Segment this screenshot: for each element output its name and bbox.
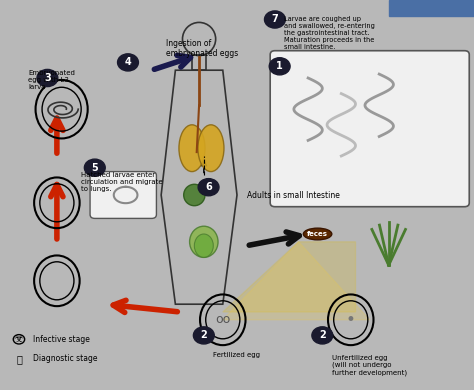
Text: 1: 1: [276, 61, 283, 71]
Ellipse shape: [303, 228, 332, 240]
Circle shape: [118, 54, 138, 71]
Text: Diagnostic stage: Diagnostic stage: [33, 354, 98, 363]
Polygon shape: [223, 242, 356, 312]
FancyBboxPatch shape: [270, 51, 469, 207]
Ellipse shape: [194, 234, 213, 257]
Text: 2: 2: [201, 330, 207, 340]
Circle shape: [84, 159, 105, 176]
Circle shape: [269, 58, 290, 75]
Text: Ingestion of
embryonated eggs: Ingestion of embryonated eggs: [166, 39, 238, 58]
Text: Embryonated
egg with L3
larva: Embryonated egg with L3 larva: [28, 70, 75, 90]
Ellipse shape: [198, 125, 224, 172]
Ellipse shape: [179, 125, 205, 172]
Ellipse shape: [183, 184, 205, 206]
Ellipse shape: [190, 226, 218, 257]
Text: Fertilized egg: Fertilized egg: [213, 352, 260, 358]
Text: •: •: [346, 311, 356, 329]
Circle shape: [264, 11, 285, 28]
Circle shape: [312, 327, 333, 344]
Polygon shape: [223, 242, 370, 320]
Text: oo: oo: [215, 313, 230, 326]
Text: Adults in small Intestine: Adults in small Intestine: [247, 190, 340, 200]
Text: Infective stage: Infective stage: [33, 335, 90, 344]
Text: Larvae are coughed up
and swallowed, re-entering
the gastrointestinal tract.
Mat: Larvae are coughed up and swallowed, re-…: [284, 16, 375, 50]
Text: 🐛: 🐛: [16, 354, 22, 364]
Text: 2: 2: [319, 330, 326, 340]
Text: 4: 4: [125, 57, 131, 67]
Polygon shape: [389, 0, 474, 16]
Text: ☣: ☣: [14, 334, 24, 344]
Text: 5: 5: [91, 163, 98, 173]
Circle shape: [198, 179, 219, 196]
FancyBboxPatch shape: [90, 172, 156, 218]
Circle shape: [193, 327, 214, 344]
Text: Unfertilized egg
(will not undergo
further development): Unfertilized egg (will not undergo furth…: [332, 355, 407, 376]
Text: 3: 3: [44, 73, 51, 83]
Text: 6: 6: [205, 182, 212, 192]
Text: Hatched larvae enter
circulation and migrate
to lungs.: Hatched larvae enter circulation and mig…: [81, 172, 162, 191]
Circle shape: [37, 69, 58, 87]
Text: feces: feces: [307, 231, 328, 237]
Text: 7: 7: [272, 14, 278, 25]
